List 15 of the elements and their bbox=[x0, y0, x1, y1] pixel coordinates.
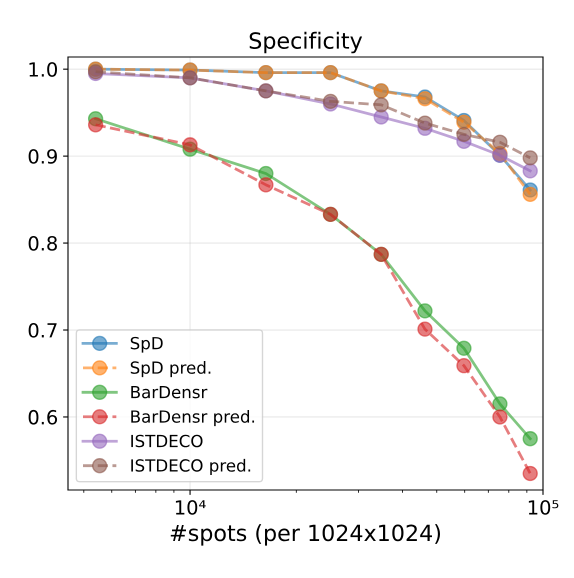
legend-label: BarDensr bbox=[131, 386, 208, 398]
y-tick-label: 1.0 bbox=[29, 62, 57, 77]
legend-label: ISTDECO pred. bbox=[131, 458, 250, 475]
x-axis-title: #spots (per 1024x1024) bbox=[170, 524, 440, 546]
x-tick-label: 10⁵ bbox=[528, 500, 558, 515]
legend-label: ISTDECO bbox=[131, 434, 203, 448]
y-tick-label: 0.8 bbox=[28, 236, 57, 251]
y-tick-label: 0.7 bbox=[28, 322, 57, 338]
y-tick-label: 0.6 bbox=[28, 410, 58, 425]
legend-label: BarDensr pred. bbox=[131, 410, 254, 426]
y-tick-label: 0.9 bbox=[28, 149, 57, 164]
legend-label: SpD pred. bbox=[130, 361, 210, 378]
x-tick-label: 10⁴ bbox=[176, 500, 206, 515]
chart-title: Specificity bbox=[250, 32, 362, 54]
legend-label: SpD bbox=[130, 336, 163, 353]
